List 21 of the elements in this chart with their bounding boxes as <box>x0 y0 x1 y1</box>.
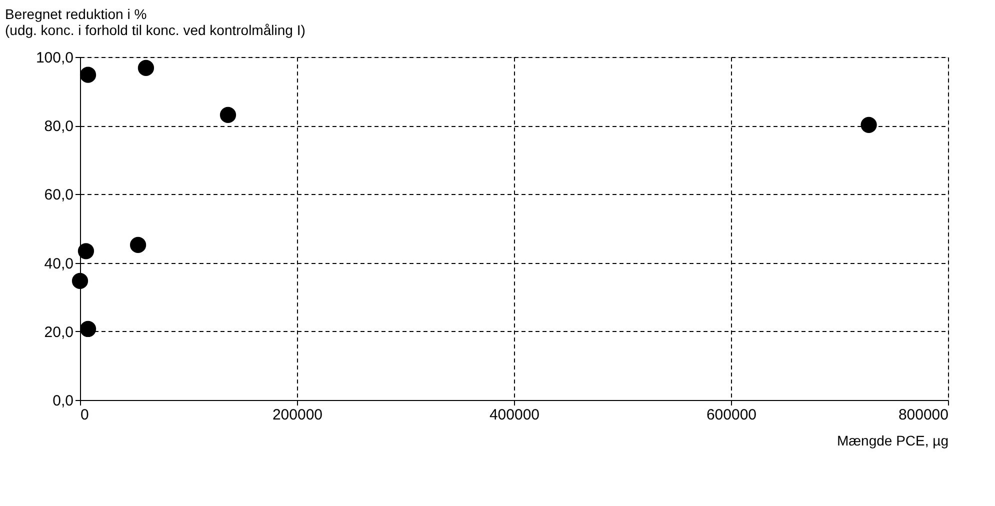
y-tick-label: 0,0 <box>52 392 74 410</box>
y-tick-label: 80,0 <box>44 118 74 136</box>
y-axis-title: Beregnet reduktion i % (udg. konc. i forhold til konc. ved kontrolmåling I) <box>5 6 306 38</box>
point <box>220 106 236 124</box>
y-tick-label: 60,0 <box>44 186 74 204</box>
point <box>80 320 96 338</box>
x-axis-title: Mængde PCE, µg <box>836 432 948 448</box>
point <box>138 60 154 76</box>
point <box>78 243 94 260</box>
point <box>72 272 88 290</box>
y-tick-label: 40,0 <box>44 255 74 272</box>
x-tick-label: 400000 <box>489 406 540 424</box>
x-tick-label: 800000 <box>898 406 948 424</box>
x-tick-label: 0 <box>80 406 89 424</box>
point <box>860 116 877 133</box>
point <box>130 236 146 254</box>
y-tick-label: 100,0 <box>36 50 74 66</box>
point <box>80 66 96 83</box>
x-tick-label: 200000 <box>272 406 323 424</box>
x-tick-label: 600000 <box>706 406 757 424</box>
y-tick-label: 20,0 <box>44 324 74 341</box>
